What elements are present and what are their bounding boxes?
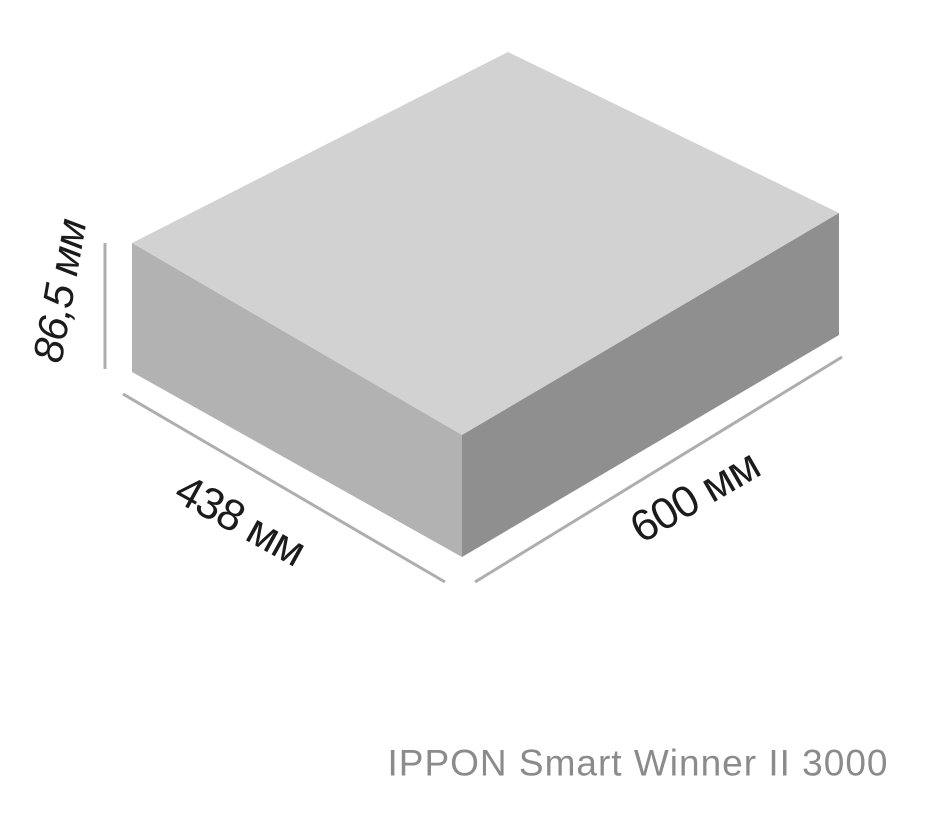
box-top-face: [132, 52, 839, 435]
box-left-face: [132, 243, 462, 557]
width-dimension-line: [474, 355, 843, 584]
box-right-face: [462, 213, 839, 557]
product-name-caption: IPPON Smart Winner II 3000: [387, 742, 889, 784]
depth-dimension-line: [122, 392, 446, 584]
